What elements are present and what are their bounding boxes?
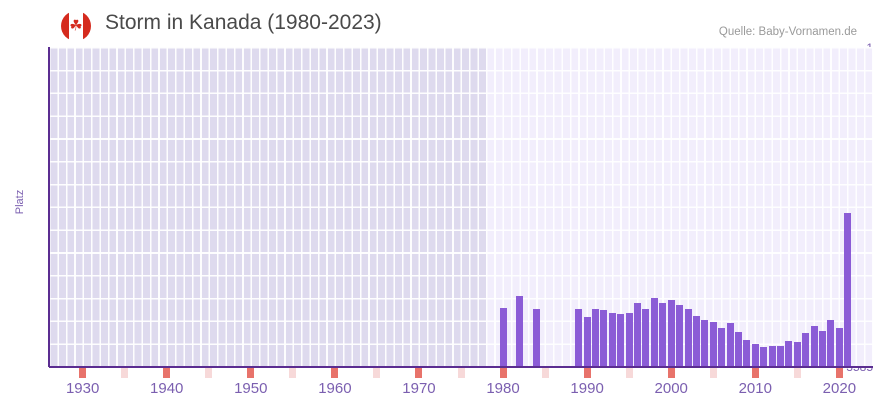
x-axis-tick-major <box>79 368 87 378</box>
x-axis-tick-major <box>163 368 171 378</box>
y-axis-line <box>48 47 50 367</box>
x-axis-tick-minor <box>625 368 633 378</box>
canada-flag-icon: ☘ <box>61 11 91 41</box>
y-axis-title: Platz <box>14 189 26 215</box>
bar <box>617 313 625 367</box>
chart-header: ☘ Storm in Kanada (1980-2023) Quelle: Ba… <box>0 0 873 46</box>
bar <box>600 310 608 367</box>
bar <box>650 298 658 367</box>
x-axis-tick-minor <box>289 368 297 378</box>
bar <box>608 312 616 367</box>
x-axis-tick-minor <box>121 368 129 378</box>
bar <box>760 346 768 367</box>
bar <box>676 305 684 367</box>
x-axis-tick-minor <box>205 368 213 378</box>
x-axis-tick-minor <box>793 368 801 378</box>
x-axis-tick-label: 1950 <box>234 380 268 397</box>
bar <box>819 330 827 367</box>
bar <box>810 325 818 367</box>
bar <box>827 320 835 367</box>
flag-band-left <box>61 11 69 41</box>
x-axis-tick-label: 1960 <box>318 380 352 397</box>
bar <box>642 309 650 367</box>
bar <box>592 309 600 367</box>
x-axis-tick-major <box>835 368 843 378</box>
x-axis-line <box>49 366 873 368</box>
x-axis-tick-major <box>415 368 423 378</box>
bar <box>667 299 675 367</box>
bar <box>734 332 742 367</box>
bar <box>516 296 524 367</box>
maple-leaf-icon: ☘ <box>69 17 83 35</box>
flag-band-right <box>83 11 91 41</box>
bar <box>718 327 726 367</box>
bar <box>499 308 507 367</box>
bar <box>634 303 642 367</box>
x-axis-tick-labels: 1930 1940 1950 1960 1970 1980 1990 2000 2010 2020 <box>49 380 873 404</box>
x-axis-tick-label: 1930 <box>65 380 100 397</box>
bar <box>684 308 692 367</box>
page-title: Storm in Kanada (1980-2023) <box>105 11 382 34</box>
bar <box>777 345 784 367</box>
bar <box>533 308 541 367</box>
bar <box>692 316 700 367</box>
bar <box>743 339 751 367</box>
bar <box>751 344 759 367</box>
x-axis-tick-minor <box>373 368 381 378</box>
bar <box>768 346 776 367</box>
x-axis-tick-label: 2000 <box>654 380 688 397</box>
x-axis-tick-label: 2010 <box>738 380 772 397</box>
x-axis-tick-major <box>667 368 675 378</box>
x-axis-tick-minor <box>541 368 549 378</box>
x-axis-tick-label: 1940 <box>150 380 184 397</box>
bar <box>844 212 852 367</box>
bar <box>802 332 810 367</box>
x-axis-tick-major <box>247 368 255 378</box>
bar <box>575 308 583 367</box>
x-axis-tick-minor <box>457 368 465 378</box>
x-axis-tick-major <box>499 368 507 378</box>
source-attribution: Quelle: Baby-Vornamen.de <box>718 26 857 38</box>
x-axis-ticks <box>49 368 873 378</box>
bar-series <box>49 47 873 367</box>
bar <box>659 303 667 367</box>
plot-area <box>49 47 873 367</box>
bar <box>583 317 591 367</box>
x-axis-tick-major <box>331 368 339 378</box>
bar <box>625 312 633 367</box>
x-axis-tick-label: 1990 <box>570 380 604 397</box>
x-axis-tick-label: 2020 <box>822 380 857 397</box>
bar <box>835 328 843 367</box>
x-axis-tick-major <box>583 368 591 378</box>
bar <box>726 322 734 367</box>
bar <box>701 320 709 367</box>
x-axis-tick-minor <box>709 368 717 378</box>
bar <box>793 342 801 367</box>
x-axis-tick-major <box>751 368 759 378</box>
x-axis-tick-label: 1980 <box>486 380 520 397</box>
x-axis-tick-label: 1970 <box>402 380 436 397</box>
bar <box>785 341 793 367</box>
bar <box>709 321 717 367</box>
